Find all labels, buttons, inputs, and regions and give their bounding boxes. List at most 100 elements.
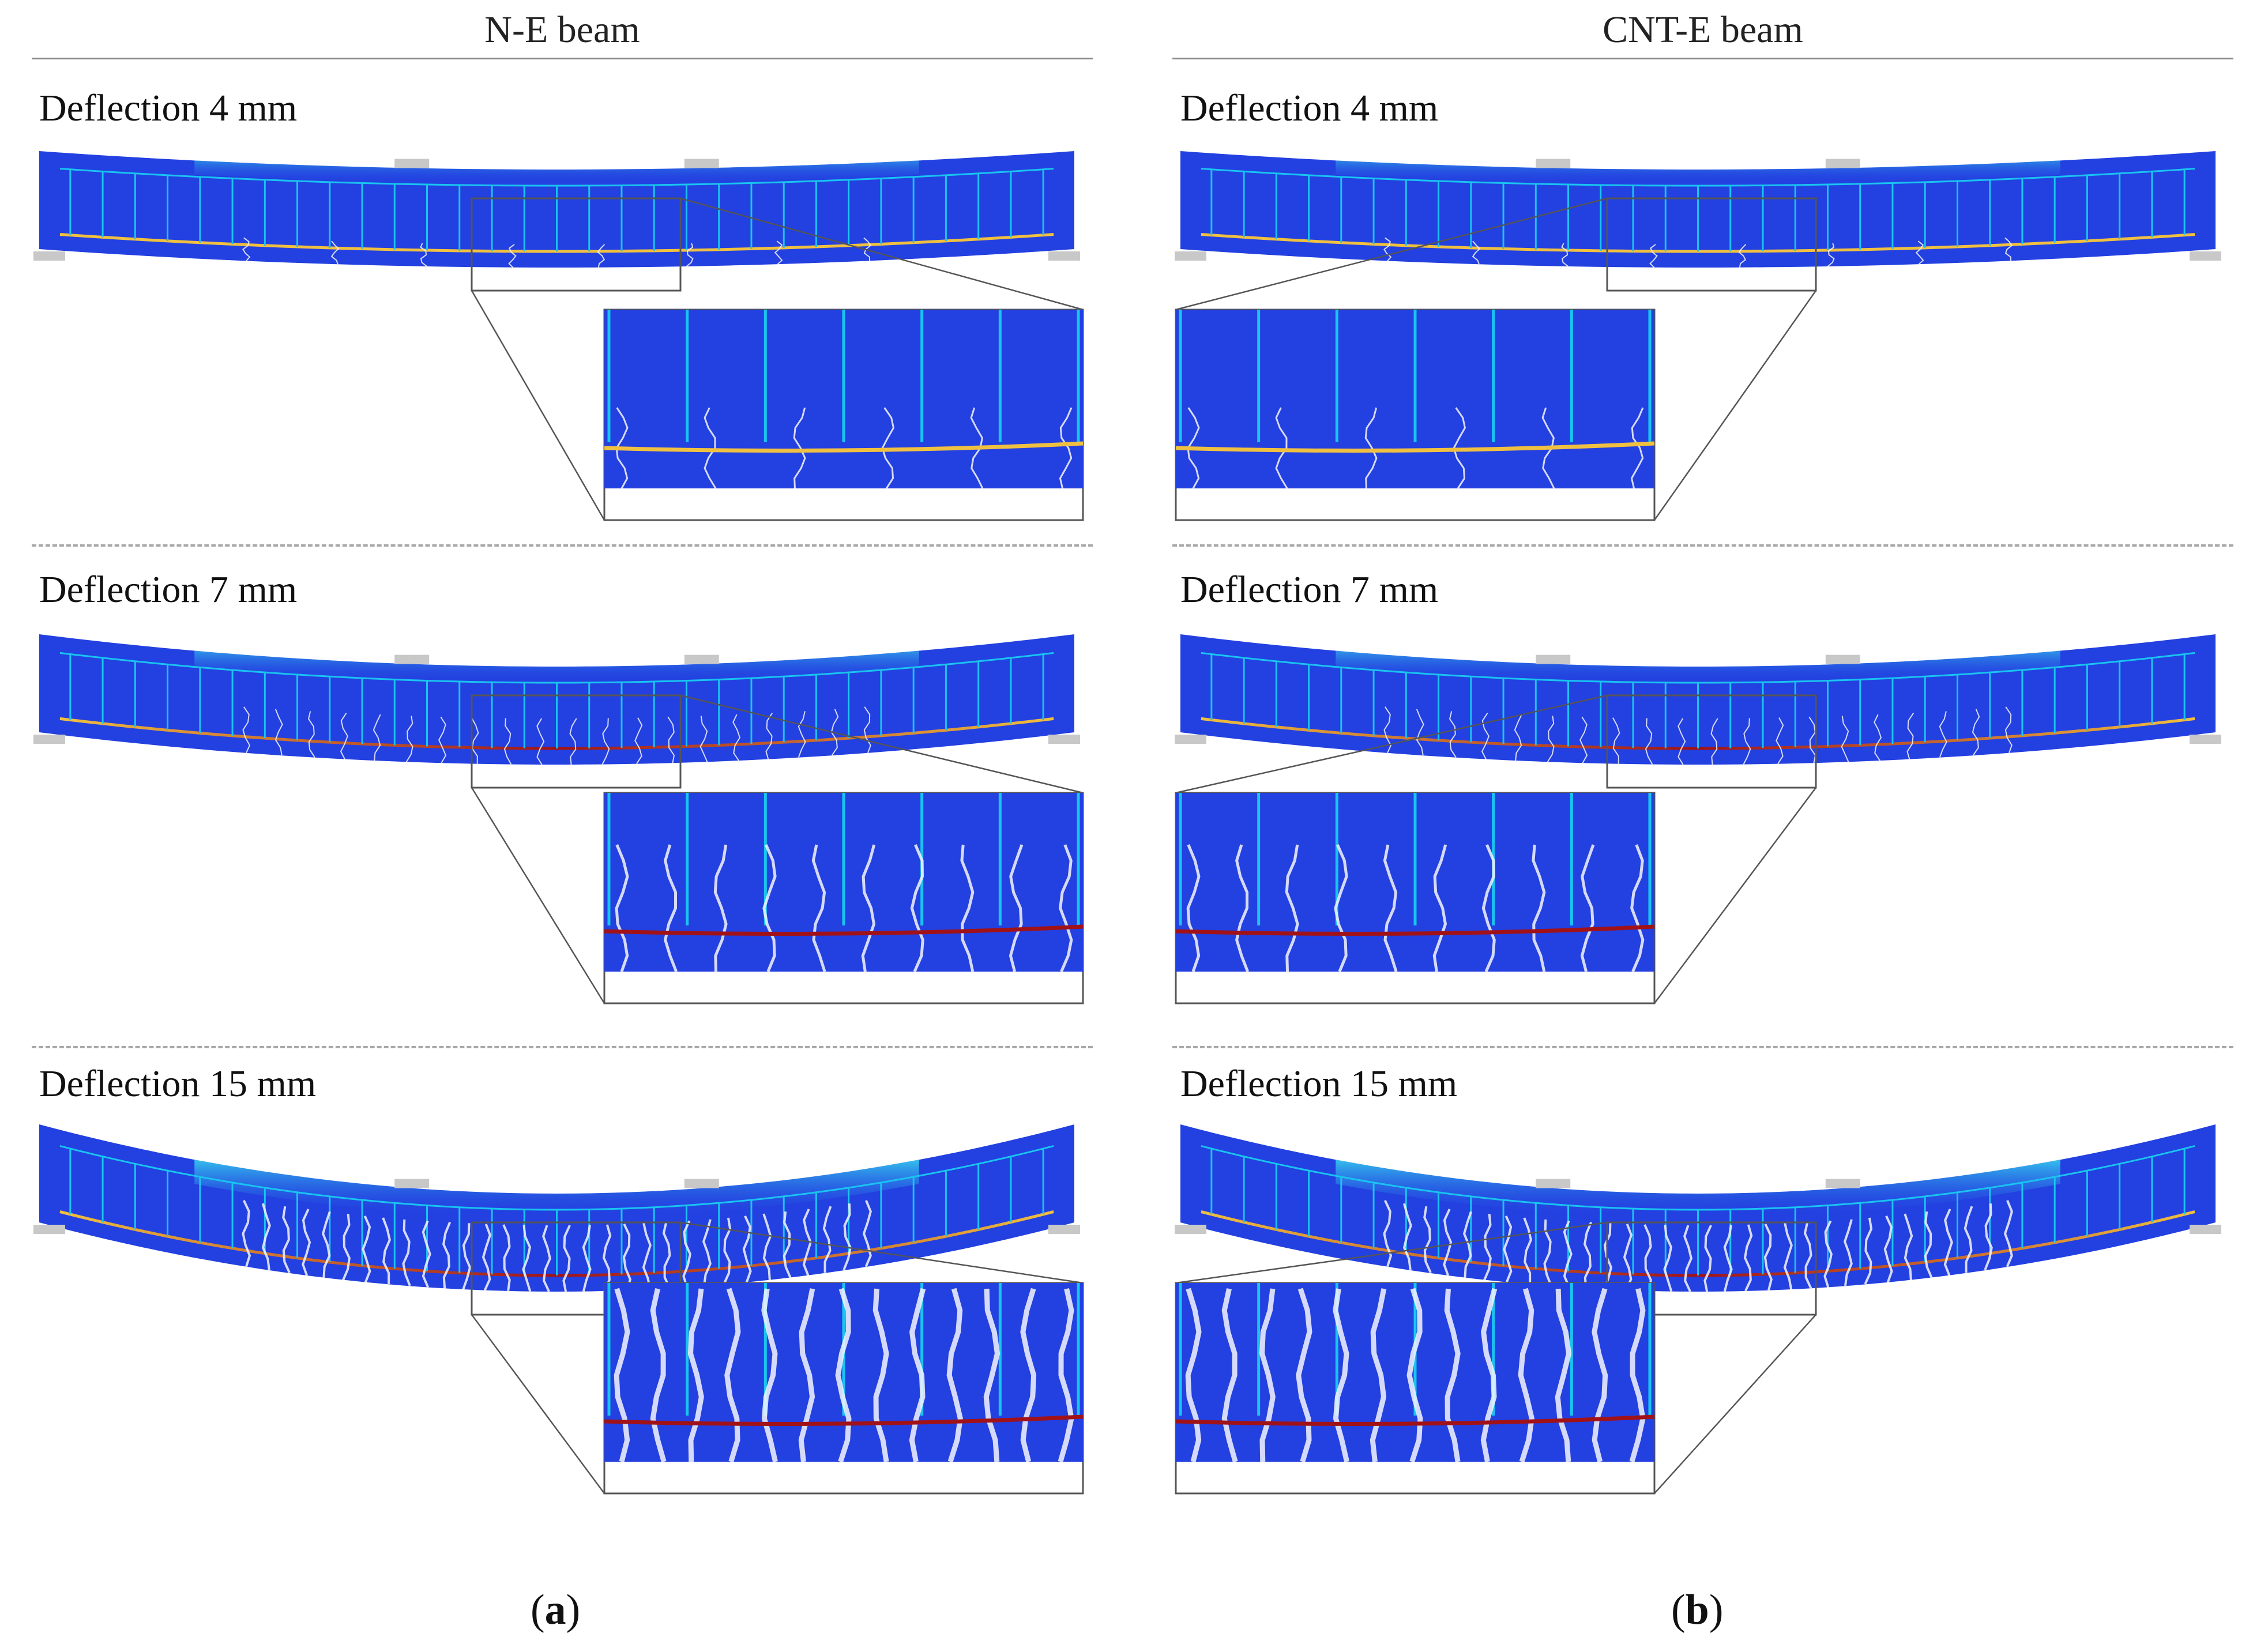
load-plate: [394, 1179, 430, 1188]
crack: [362, 1215, 371, 1283]
support-left: [33, 251, 65, 261]
crack: [1643, 1224, 1652, 1292]
row-label-cnt-7mm: Deflection 7 mm: [1180, 569, 1439, 611]
column-title-cnt-e-beam: CNT-E beam: [1603, 9, 1803, 51]
crack: [634, 717, 643, 765]
support-left: [33, 1225, 65, 1234]
compression-zone: [1336, 1160, 2060, 1218]
crack: [1964, 1206, 1973, 1273]
crack: [662, 1222, 671, 1289]
crack: [686, 243, 694, 267]
support-left: [33, 735, 65, 744]
load-plate: [1536, 1179, 1571, 1188]
crack: [1915, 240, 1924, 265]
crack: [1776, 717, 1784, 765]
inset-crack: [1275, 407, 1288, 489]
zoom-connector: [680, 694, 1084, 794]
inset-crack: [1630, 407, 1644, 489]
crack: [1743, 718, 1751, 765]
inset-crack: [835, 1288, 852, 1463]
crack: [2004, 706, 2013, 754]
support-left: [1175, 1225, 1206, 1234]
load-plate: [1825, 159, 1860, 168]
load-plate: [684, 159, 719, 168]
row-separator: [32, 544, 1093, 547]
row-separator: [1172, 544, 2233, 547]
inset-crack: [664, 844, 678, 972]
inset-crack: [615, 844, 629, 972]
inset-rebar: [1175, 441, 1655, 453]
crack: [2004, 237, 2013, 261]
crack: [622, 1223, 631, 1291]
support-right: [1048, 735, 1080, 744]
inset-rebar: [604, 441, 1084, 453]
crack: [1612, 717, 1620, 764]
crack: [1383, 237, 1392, 262]
inset-crack: [1059, 844, 1073, 972]
inset-crack: [1383, 844, 1398, 972]
crack: [723, 1217, 732, 1285]
crack: [242, 706, 251, 754]
crack: [382, 1217, 391, 1285]
inset-crack: [798, 1288, 815, 1462]
inset-crack: [1058, 1288, 1074, 1463]
row-label-ne-15mm: Deflection 15 mm: [39, 1063, 317, 1105]
inset-crack: [811, 844, 826, 972]
inset-crack: [1185, 1288, 1202, 1463]
inset-crack: [1481, 844, 1496, 973]
crack: [502, 1224, 511, 1292]
crack: [2003, 1200, 2013, 1267]
crack: [471, 717, 479, 764]
crack: [1904, 1213, 1913, 1281]
crack: [774, 240, 783, 265]
crack: [308, 711, 315, 758]
load-plate: [1536, 654, 1571, 664]
row-label-ne-4mm: Deflection 4 mm: [39, 87, 298, 129]
beam-a-4mm: [33, 151, 1084, 521]
load-plate: [684, 1179, 719, 1188]
inset-rebar: [1175, 924, 1655, 936]
inset-crack: [650, 1288, 667, 1463]
inset-crack: [1370, 1288, 1387, 1462]
zoom-box: [1606, 197, 1817, 292]
crack: [1906, 713, 1915, 759]
zoom-connector: [1175, 197, 1608, 311]
column-rule-left: [32, 58, 1093, 59]
compression-zone: [1336, 160, 2060, 184]
crack: [302, 1209, 311, 1276]
zoom-connector: [1653, 787, 1817, 1004]
load-plate: [1536, 159, 1571, 168]
load-plate: [394, 654, 430, 664]
crack: [1939, 711, 1947, 758]
crack: [1710, 718, 1718, 765]
crack: [482, 1224, 492, 1291]
crack: [422, 1220, 431, 1288]
inset-crack: [762, 844, 777, 972]
inset-crack: [1518, 1288, 1534, 1463]
crack: [282, 1206, 291, 1274]
column-title-ne-beam: N-E beam: [484, 9, 640, 51]
crack: [798, 711, 806, 758]
beam-b-15mm: [1175, 1124, 2221, 1495]
load-plate: [1825, 654, 1860, 664]
crack: [682, 1220, 691, 1288]
compression-zone: [194, 160, 919, 184]
crack: [1563, 1220, 1573, 1288]
inset-crack: [793, 407, 806, 489]
zoom-connector: [1653, 290, 1817, 521]
inset-rebar: [1175, 1414, 1655, 1426]
inset-crack: [1555, 1288, 1572, 1462]
inset-crack: [614, 1288, 630, 1463]
inset-crack: [1592, 1288, 1608, 1463]
crack: [1841, 716, 1849, 762]
crack: [342, 1213, 351, 1281]
panel-label-b: (b): [1671, 1586, 1724, 1634]
load-plate: [1825, 1179, 1860, 1188]
crack: [1783, 1222, 1793, 1290]
crack: [1943, 1209, 1953, 1276]
zoom-connector: [471, 787, 605, 1004]
load-plate: [684, 654, 719, 664]
crack: [522, 1225, 532, 1292]
